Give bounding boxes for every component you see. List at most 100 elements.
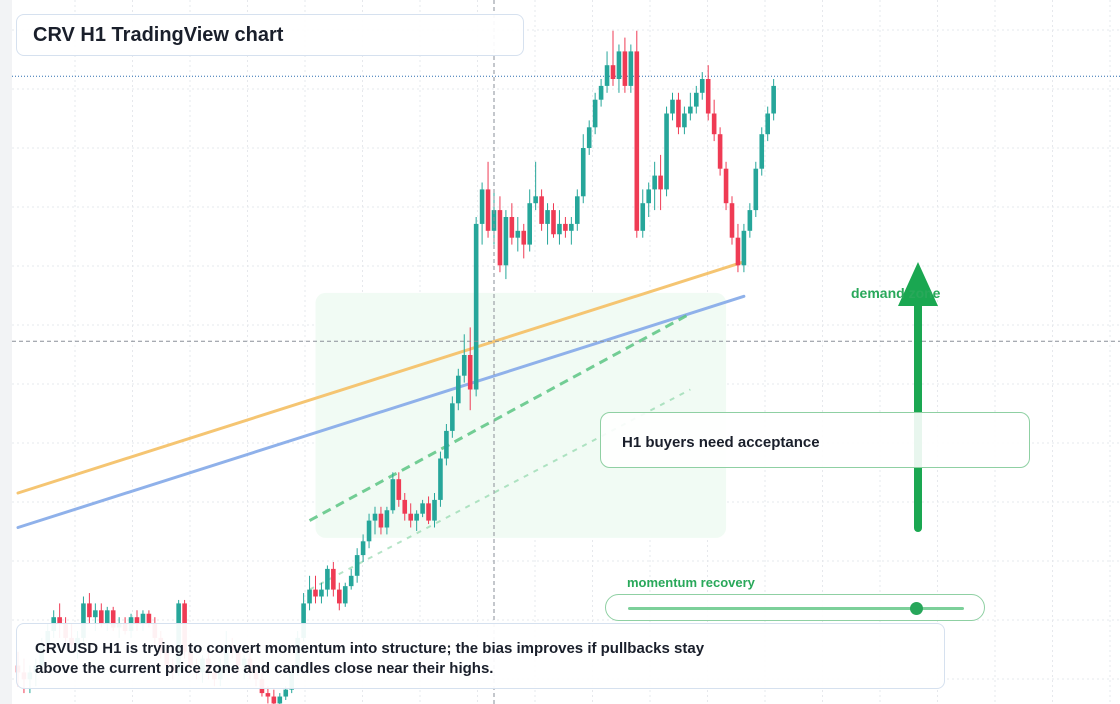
callout-box: H1 buyers need acceptance [600, 412, 1030, 468]
candle-body [140, 613, 146, 625]
momentum-track [628, 607, 964, 610]
candle-body [479, 189, 485, 224]
candle-body [759, 134, 765, 169]
candle-body [652, 175, 657, 190]
candle-body [598, 85, 604, 100]
candle-body [348, 575, 354, 587]
candle-body [539, 196, 544, 224]
candle-body [93, 610, 98, 618]
candle-body [414, 513, 419, 521]
candle-body [426, 503, 431, 521]
candle-body [694, 92, 699, 107]
candle-body [81, 603, 86, 638]
candle-body [682, 113, 687, 128]
candle-body [456, 375, 461, 404]
candle-body [575, 196, 580, 224]
candle-body [747, 210, 753, 231]
candle-body [420, 503, 425, 514]
candle-body [366, 520, 372, 542]
candle-body [527, 203, 532, 245]
candle-body [301, 603, 306, 638]
candle-body [450, 403, 455, 431]
summary-line-2: above the current price zone and candles… [35, 660, 494, 677]
candle-body [592, 99, 598, 128]
trendlines [308, 312, 692, 591]
moving-averages [16, 260, 746, 529]
candle-body [402, 499, 408, 514]
candle-body [354, 555, 360, 576]
candle-body [765, 113, 770, 135]
candle-body [444, 430, 449, 459]
candle-body [729, 203, 735, 238]
candle-body [432, 499, 437, 521]
chart-title: CRV H1 TradingView chart [16, 14, 524, 56]
candle-body [360, 541, 366, 556]
candle-body [628, 51, 634, 86]
candle-body [711, 113, 717, 135]
candle-body [87, 603, 92, 618]
momentum-label: momentum recovery [627, 575, 755, 590]
candle-body [146, 613, 152, 625]
candle-body [485, 189, 491, 231]
candle-body [467, 355, 473, 390]
candle-body [604, 65, 610, 86]
candle-body [313, 589, 318, 597]
candle-body [283, 689, 289, 697]
candle-body [384, 510, 390, 528]
momentum-knob[interactable] [910, 602, 924, 615]
candle-body [688, 106, 693, 114]
candle-body [57, 617, 62, 625]
candle-body [622, 51, 628, 86]
candle-body [521, 230, 527, 245]
candle-body [342, 586, 348, 604]
moving-average-blue [16, 294, 746, 529]
candle-body [104, 610, 110, 625]
candle-body [390, 479, 396, 511]
candle-body [741, 230, 747, 266]
candle-body [515, 230, 521, 238]
candle-body [307, 589, 312, 604]
candle-body [277, 696, 283, 704]
trendline-dashed [308, 312, 692, 522]
candle-body [378, 513, 384, 528]
candle-body [545, 210, 550, 224]
candle-body [753, 168, 759, 211]
candle-body [580, 148, 586, 197]
candle-body [271, 696, 277, 704]
candle-body [670, 99, 675, 114]
candle-body [705, 79, 711, 114]
candle-body [503, 217, 509, 266]
candle-body [473, 223, 479, 390]
candle-body [509, 217, 515, 238]
candle-body [265, 693, 271, 697]
candle-body [110, 610, 116, 628]
candle-body [337, 589, 342, 604]
candle-body [497, 210, 503, 266]
candle-body [771, 85, 776, 114]
candle-body [551, 210, 556, 235]
candle-body [735, 237, 741, 266]
candle-body [461, 355, 467, 376]
up-arrow-icon [898, 262, 938, 532]
demand-zone-label: demand zone [851, 285, 941, 301]
candle-body [99, 610, 104, 625]
momentum-slider[interactable] [605, 594, 985, 621]
candle-body [676, 99, 681, 128]
candle-body [533, 196, 538, 204]
candle-body [557, 223, 562, 235]
candle-body [723, 168, 729, 204]
candle-body [319, 589, 324, 597]
candle-body [569, 223, 574, 231]
candle-body [331, 568, 336, 590]
candle-body [396, 479, 402, 500]
candle-body [699, 79, 705, 93]
candle-body [640, 203, 646, 231]
candle-body [646, 189, 651, 204]
candle-body [586, 127, 592, 148]
candle-body [717, 134, 723, 169]
demand-zone [315, 292, 727, 538]
moving-average-orange [16, 260, 746, 495]
candle-body [634, 51, 640, 231]
candle-body [134, 617, 140, 625]
